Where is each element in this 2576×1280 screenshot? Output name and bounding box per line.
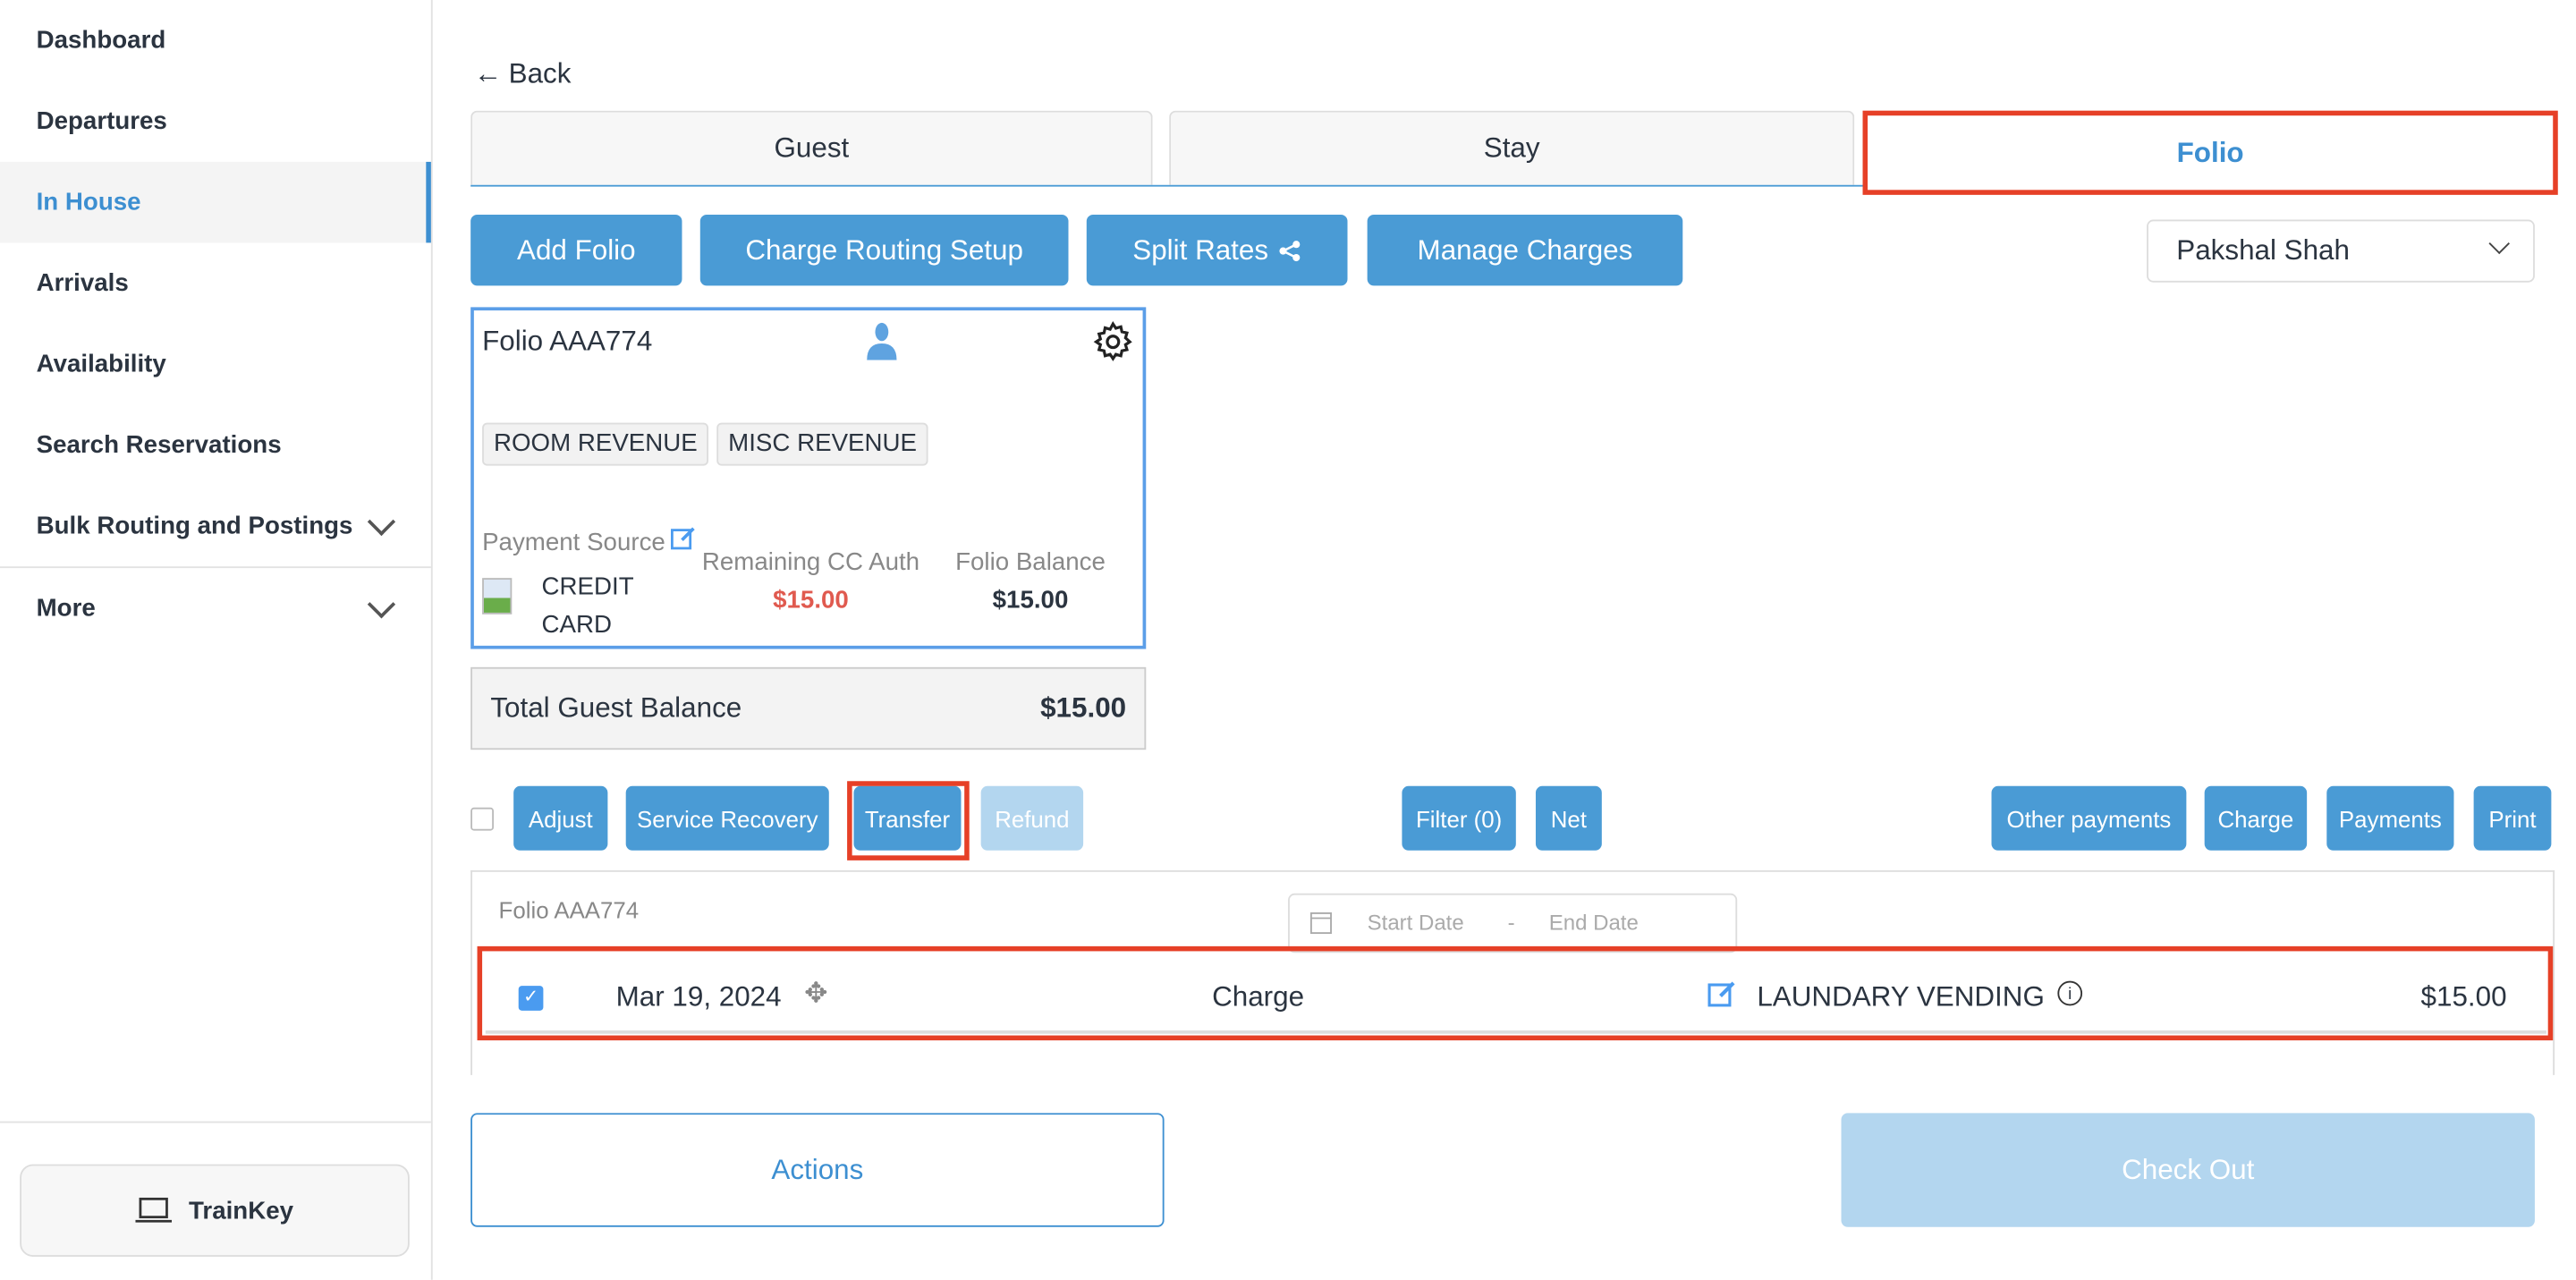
payment-source-value: CREDIT CARD (541, 572, 634, 640)
add-folio-button[interactable]: Add Folio (470, 215, 682, 286)
other-payments-button[interactable]: Other payments (1991, 785, 2187, 851)
total-guest-balance: Total Guest Balance $15.00 (470, 666, 1147, 750)
chevron-down-icon (367, 507, 396, 537)
card-image-icon (482, 578, 513, 615)
sidebar-item-label: More (36, 594, 96, 623)
row-checkbox[interactable]: ✓ (518, 986, 544, 1011)
divider (0, 1121, 431, 1123)
sidebar-item-dashboard[interactable]: Dashboard (36, 26, 166, 55)
trainkey-label: TrainKey (189, 1196, 294, 1225)
back-link[interactable]: ← Back (474, 58, 572, 91)
highlight-box (1862, 110, 2558, 195)
split-rates-button[interactable]: Split Rates (1086, 215, 1348, 286)
share-icon (1279, 240, 1301, 261)
select-all-checkbox[interactable] (470, 807, 495, 831)
net-button[interactable]: Net (1535, 785, 1602, 851)
user-icon (867, 322, 897, 360)
transfer-button[interactable]: Transfer (853, 785, 962, 851)
remaining-cc-auth-label: Remaining CC Auth (701, 547, 920, 577)
row-date: Mar 19, 2024 (615, 980, 782, 1013)
sidebar-item-departures[interactable]: Departures (36, 107, 167, 136)
folio-title: Folio AAA774 (482, 325, 653, 357)
tab-guest[interactable]: Guest (470, 110, 1153, 185)
total-label: Total Guest Balance (490, 691, 742, 724)
tab-underline (470, 184, 1867, 187)
filter-button[interactable]: Filter (0) (1402, 785, 1516, 851)
highlight-box (847, 781, 970, 860)
total-value: $15.00 (1040, 691, 1127, 724)
service-recovery-button[interactable]: Service Recovery (625, 785, 829, 851)
guest-select[interactable]: Pakshal Shah (2147, 219, 2535, 283)
transactions-table: Folio AAA774 Start Date - End Date ✓ Mar… (470, 869, 2555, 1075)
check-out-button[interactable]: Check Out (1841, 1113, 2535, 1227)
row-description: LAUNDARY VENDING (1757, 980, 2045, 1013)
manage-charges-button[interactable]: Manage Charges (1367, 215, 1683, 286)
chevron-down-icon (2488, 233, 2510, 255)
print-button[interactable]: Print (2473, 785, 2552, 851)
remaining-cc-auth-value: $15.00 (773, 586, 849, 615)
sidebar-item-availability[interactable]: Availability (36, 350, 166, 378)
arrow-left-icon: ← (473, 57, 503, 89)
folio-card[interactable]: Folio AAA774 ROOM REVENUE MISC REVENUE P… (470, 307, 1147, 649)
sidebar-item-search-reservations[interactable]: Search Reservations (36, 430, 282, 460)
guest-select-value: Pakshal Shah (2176, 234, 2350, 267)
payments-button[interactable]: Payments (2326, 785, 2454, 851)
end-date-input[interactable]: End Date (1548, 910, 1639, 935)
table-folio-label: Folio AAA774 (498, 896, 640, 924)
date-separator: - (1507, 910, 1515, 935)
gear-icon[interactable] (1091, 320, 1134, 363)
highlight-box (477, 945, 2554, 1041)
revenue-tag: MISC REVENUE (716, 422, 928, 466)
info-icon[interactable]: i (2057, 980, 2083, 1006)
payment-source-label: Payment Source (482, 528, 665, 557)
sidebar-item-arrivals[interactable]: Arrivals (36, 268, 129, 298)
calendar-icon (1309, 912, 1332, 935)
table-row[interactable]: ✓ Mar 19, 2024 ✥ Charge LAUNDARY VENDING… (485, 954, 2546, 1034)
sidebar-item-more[interactable]: More (0, 568, 431, 648)
sidebar: Dashboard Departures In House Arrivals A… (0, 0, 433, 1280)
divider (0, 566, 431, 569)
chevron-down-icon (367, 590, 396, 619)
charge-routing-setup-button[interactable]: Charge Routing Setup (699, 215, 1069, 286)
start-date-input[interactable]: Start Date (1367, 910, 1464, 935)
charge-button[interactable]: Charge (2204, 785, 2308, 851)
sidebar-item-bulk-routing[interactable]: Bulk Routing and Postings (0, 486, 431, 566)
refund-button[interactable]: Refund (980, 785, 1084, 851)
tab-stay[interactable]: Stay (1169, 110, 1855, 185)
date-range-input[interactable]: Start Date - End Date (1288, 893, 1738, 954)
sidebar-item-label: Bulk Routing and Postings (36, 512, 353, 540)
trainkey-button[interactable]: TrainKey (20, 1164, 410, 1257)
back-label: Back (508, 57, 572, 89)
split-rates-label: Split Rates (1132, 233, 1269, 266)
tab-folio[interactable]: Folio (1866, 115, 2555, 191)
revenue-tag: ROOM REVENUE (482, 422, 709, 466)
sidebar-item-in-house[interactable]: In House (0, 161, 431, 243)
edit-icon[interactable] (671, 525, 698, 552)
folio-balance-value: $15.00 (992, 586, 1069, 615)
folio-balance-label: Folio Balance (955, 547, 1106, 577)
laptop-icon (135, 1197, 173, 1223)
edit-icon[interactable] (1707, 979, 1737, 1009)
adjust-button[interactable]: Adjust (513, 785, 608, 851)
row-type: Charge (1212, 980, 1305, 1013)
move-icon[interactable]: ✥ (804, 977, 828, 1010)
actions-button[interactable]: Actions (470, 1113, 1165, 1227)
row-amount: $15.00 (2420, 980, 2507, 1013)
